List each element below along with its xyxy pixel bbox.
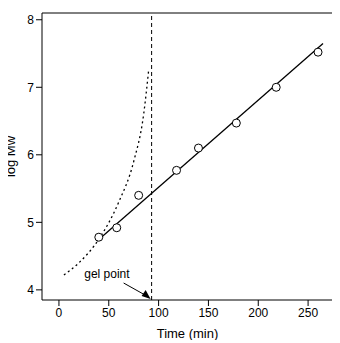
svg-text:gel point: gel point — [84, 267, 130, 281]
svg-text:100: 100 — [149, 306, 169, 320]
svg-text:250: 250 — [298, 306, 318, 320]
svg-text:8: 8 — [27, 13, 34, 27]
svg-text:200: 200 — [248, 306, 268, 320]
svg-text:log M̄w: log M̄w — [8, 135, 18, 177]
svg-text:7: 7 — [27, 81, 34, 95]
svg-text:5: 5 — [27, 216, 34, 230]
svg-text:50: 50 — [102, 306, 116, 320]
svg-text:4: 4 — [27, 283, 34, 297]
svg-text:6: 6 — [27, 148, 34, 162]
svg-text:0: 0 — [56, 306, 63, 320]
svg-text:Time (min): Time (min) — [157, 326, 219, 340]
svg-text:150: 150 — [198, 306, 218, 320]
